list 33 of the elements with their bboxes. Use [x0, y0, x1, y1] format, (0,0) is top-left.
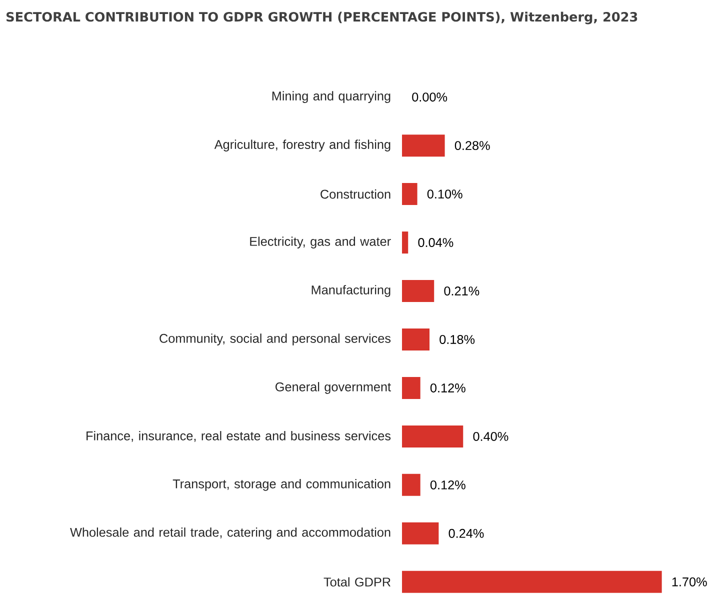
bar [402, 522, 439, 544]
data-label: 0.04% [418, 238, 454, 248]
data-label: 0.10% [427, 190, 462, 199]
bar [402, 183, 418, 206]
data-label: 0.40% [473, 432, 508, 441]
data-label: 0.12% [430, 480, 466, 490]
bar [402, 570, 662, 593]
bar [402, 134, 445, 157]
data-label: 0.00% [412, 92, 448, 102]
data-label: 0.24% [448, 528, 484, 538]
chart-title: SECTORAL CONTRIBUTION TO GDPR GROWTH (PERCENTAGE POINTS), Witzenberg, 2023 [6, 12, 638, 24]
y-tick-label: Construction [320, 189, 390, 199]
y-tick-label: Community, social and personal services [160, 334, 391, 346]
data-label: 1.70% [672, 577, 707, 586]
bar [402, 376, 420, 399]
bar [402, 425, 464, 448]
y-tick-label: Total GDPR [324, 577, 390, 587]
bar [402, 232, 408, 254]
data-label: 0.12% [430, 383, 466, 392]
bar [402, 328, 430, 350]
y-tick-label: Electricity, gas and water [250, 236, 391, 248]
data-label: 0.21% [444, 286, 480, 296]
y-tick-label: Transport, storage and communication [172, 479, 390, 491]
data-label: 0.18% [440, 335, 475, 344]
y-tick-label: General government [276, 382, 391, 394]
y-tick-label: Wholesale and retail trade, catering and accommodation [70, 528, 390, 540]
y-tick-label: Agriculture, forestry and fishing [214, 140, 390, 152]
y-tick-label: Manufacturing [312, 285, 390, 297]
data-label: 0.28% [454, 141, 490, 150]
y-tick-label: Mining and quarrying [272, 91, 390, 103]
bar [402, 280, 434, 302]
y-tick-label: Finance, insurance, real estate and business services [86, 431, 391, 442]
bar [402, 474, 420, 496]
